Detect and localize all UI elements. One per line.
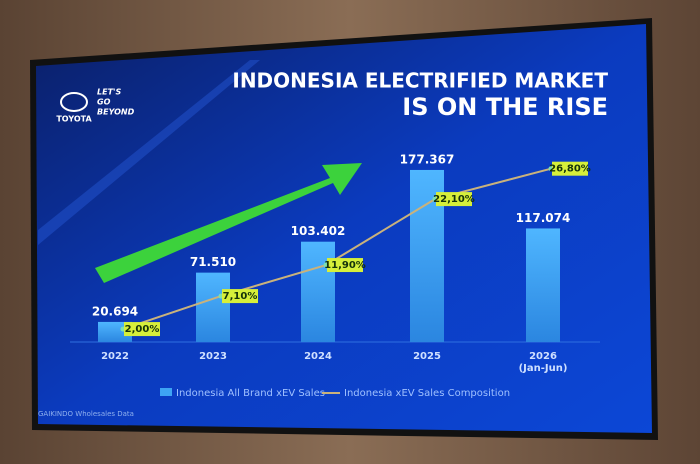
label-box bbox=[327, 258, 363, 273]
screen bbox=[36, 24, 652, 433]
label-box bbox=[124, 322, 160, 337]
x-tick-label: 2023 bbox=[199, 351, 227, 362]
x-tick-label: 2025 bbox=[413, 351, 441, 362]
data-label: 11,90% bbox=[324, 260, 366, 271]
logo: TOYOTA LET'S GO BEYOND bbox=[56, 88, 134, 124]
slogan: LET'S bbox=[97, 88, 121, 97]
bar bbox=[526, 228, 560, 342]
slogan: BEYOND bbox=[97, 108, 135, 117]
logo-mark bbox=[60, 92, 88, 112]
x-tick-label: 2026 (Jan-Jun) bbox=[519, 351, 568, 374]
bar bbox=[301, 241, 335, 342]
arrow bbox=[95, 163, 362, 283]
brand: TOYOTA bbox=[56, 115, 92, 124]
data-label: 71.510 bbox=[190, 255, 236, 269]
legend-label: Indonesia All Brand xEV Sales bbox=[176, 388, 325, 399]
source: GAIKINDO Wholesales Data bbox=[38, 410, 134, 418]
data-label: 2,00% bbox=[125, 324, 160, 335]
chart-title: IS ON THE RISE bbox=[402, 93, 608, 121]
data-label: 117.074 bbox=[516, 211, 571, 225]
data-label: 20.694 bbox=[92, 304, 138, 318]
data-label: 26,80% bbox=[549, 164, 591, 175]
label-box bbox=[436, 192, 472, 207]
data-label: 22,10% bbox=[433, 194, 475, 205]
slogan: GO bbox=[97, 98, 111, 107]
data-label: 103.402 bbox=[291, 224, 346, 238]
chart-title: INDONESIA ELECTRIFIED MARKET bbox=[232, 69, 608, 93]
bar bbox=[196, 272, 230, 342]
label-box bbox=[552, 161, 588, 176]
legend-swatch bbox=[160, 388, 172, 396]
data-label: 177.367 bbox=[400, 152, 455, 166]
label-box bbox=[222, 289, 258, 304]
x-tick-label: 2022 bbox=[101, 351, 129, 362]
legend-label: Indonesia xEV Sales Composition bbox=[344, 388, 510, 399]
data-label: 7,10% bbox=[223, 291, 258, 302]
decor-stripe bbox=[38, 60, 260, 245]
x-tick-label: 2024 bbox=[304, 351, 332, 362]
